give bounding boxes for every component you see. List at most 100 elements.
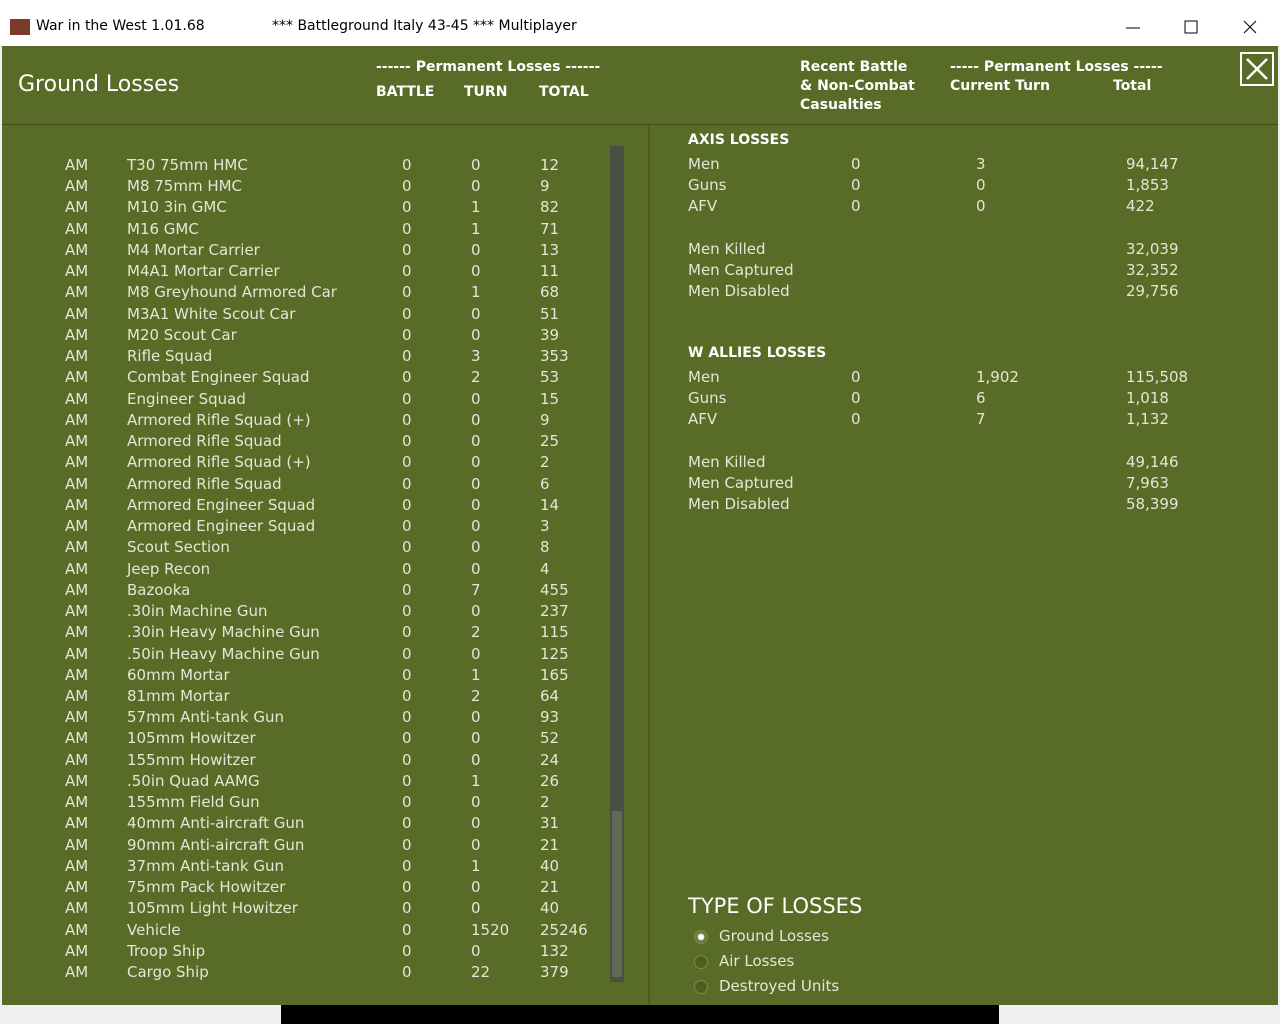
radio[interactable] [694,980,708,994]
radio-label[interactable]: Destroyed Units [719,977,840,995]
total: 2 [540,793,550,812]
window-title: War in the West 1.01.68 [36,18,205,34]
nation: AM [65,750,89,769]
total: 2 [540,453,550,472]
summary-cell: 1,018 [1126,389,1169,408]
divider [648,125,650,1005]
nation: AM [65,474,89,493]
battle: 0 [402,687,412,705]
battle: 0 [402,835,412,854]
summary-cell: 0 [851,176,861,195]
unit: 75mm Pack Howitzer [127,878,286,897]
battle: 0 [402,262,412,281]
battle: 0 [402,495,412,514]
total: 9 [540,410,550,429]
summary-cell: 115,508 [1126,368,1189,386]
total: 25246 [540,920,588,939]
battle: 0 [402,750,412,769]
summary-cell: Guns [688,176,727,195]
nation: AM [65,729,89,748]
app-icon [10,19,30,35]
total: 64 [540,687,560,705]
nation: AM [65,623,89,642]
unit: Rifle Squad [127,347,213,366]
nation: AM [65,835,89,854]
maximize[interactable] [1184,20,1198,34]
permanent-losses: ------ Permanent Losses ------ [376,59,601,75]
unit: Bazooka [127,580,191,599]
battle: 0 [402,771,412,790]
battle: 0 [402,389,412,408]
battle: 0 [402,410,412,429]
total: 115 [540,623,569,642]
unit: 40mm Anti-aircraft Gun [127,814,305,833]
scroll-thumb[interactable] [612,811,622,977]
type-title: TYPE OF LOSSES [688,894,863,918]
total: 9 [540,177,550,196]
window-subtitle: *** Battleground Italy 43-45 *** Multipl… [272,18,577,34]
battle: 0 [402,920,412,939]
unit: 155mm Field Gun [127,793,260,812]
battle: 0 [402,878,412,897]
summary-cell: 0 [976,197,986,216]
turn: 1 [471,665,481,684]
turn: 2 [471,687,481,705]
close-button[interactable] [1240,52,1274,86]
summary-cell: 0 [976,176,986,195]
total: 25 [540,432,560,451]
battle: 0 [402,708,412,727]
radio-label[interactable]: Air Losses [719,952,795,970]
summary-cell: 7 [976,410,986,429]
radio[interactable] [694,930,708,944]
battle: 0 [402,559,412,578]
nation: AM [65,325,89,344]
nation: AM [65,389,89,408]
battle: 0 [402,325,412,344]
turn: 0 [471,304,481,323]
turn: 0 [471,941,481,960]
battle: 0 [402,814,412,833]
total: 455 [540,580,569,599]
radio-label[interactable]: Ground Losses [719,927,829,945]
nation: AM [65,240,89,259]
unit: M3A1 White Scout Car [127,304,296,323]
nation: AM [65,198,89,217]
battle: 0 [402,793,412,812]
turn: 0 [471,240,481,259]
radio[interactable] [694,955,708,969]
unit: Combat Engineer Squad [127,368,310,387]
battle: 0 [402,899,412,918]
nation: AM [65,304,89,323]
nation: AM [65,283,89,302]
scrollbar[interactable] [610,146,624,982]
total: 237 [540,602,569,621]
total: 31 [540,814,560,833]
panel-title: Ground Losses [18,72,180,97]
battle: 0 [402,538,412,557]
turn: 0 [471,325,481,344]
unit: M20 Scout Car [127,325,237,344]
turn: 1 [471,219,481,238]
unit: Troop Ship [127,941,206,960]
close[interactable] [1243,20,1257,34]
turn: 1 [471,198,481,217]
battle: 0 [402,198,412,217]
total: 15 [540,389,560,408]
total: 40 [540,856,560,875]
turn: 2 [471,623,481,642]
total: 82 [540,198,560,217]
nation: AM [65,878,89,897]
unit: M10 3in GMC [127,198,227,217]
casualty-cell: 29,756 [1126,282,1179,301]
battle: 0 [402,729,412,748]
turn: 22 [471,963,491,982]
battle: 0 [402,177,412,196]
unit: .30in Heavy Machine Gun [127,623,320,642]
section-title: W ALLIES LOSSES [688,345,827,361]
battle: 0 [402,347,412,366]
summary-cell: 3 [976,155,986,173]
column-header: TOTAL [539,84,589,100]
nation: AM [65,665,89,684]
total: 53 [540,368,560,387]
turn: 1 [471,856,481,875]
